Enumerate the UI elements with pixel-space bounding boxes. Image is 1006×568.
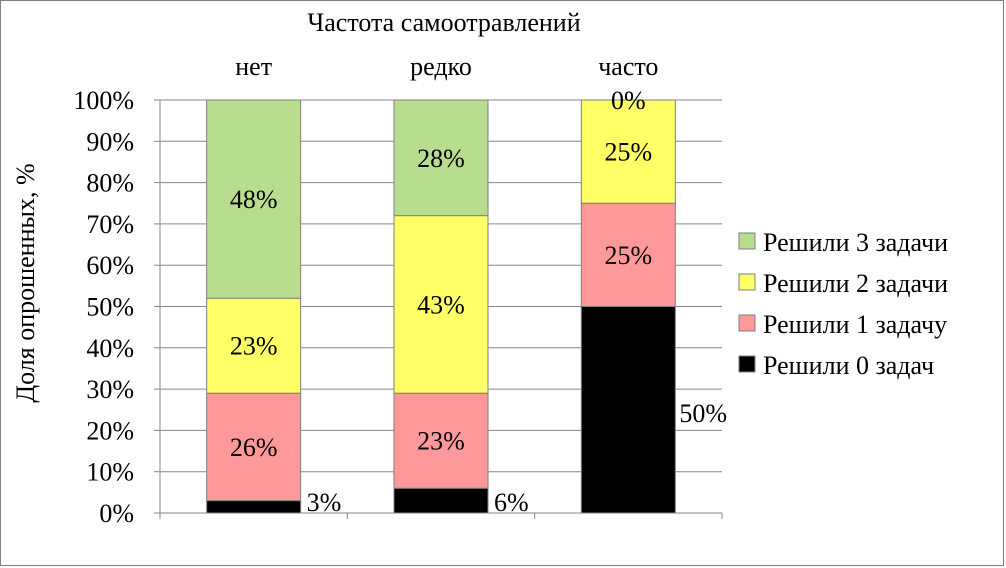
- y-tick-label: 70%: [86, 210, 134, 239]
- bar-нет-решили-0-задач: [206, 500, 302, 514]
- data-label: 0%: [611, 86, 646, 115]
- y-axis-label: Доля опрошенных, %: [11, 163, 40, 402]
- y-tick-labels: 0% 10% 20% 30% 40% 50% 60% 70% 80% 90% 100%: [73, 86, 134, 528]
- bar-редко-решили-3-задачи: [393, 99, 489, 217]
- category-labels: нет редко часто: [235, 52, 658, 81]
- data-label: 48%: [230, 185, 278, 214]
- data-label: 23%: [230, 332, 278, 361]
- bar-нет-решили-2-задачи: [206, 297, 302, 394]
- y-tick-label: 0%: [99, 499, 134, 528]
- category-label: нет: [235, 52, 272, 81]
- data-label: 23%: [417, 427, 465, 456]
- bar-часто-решили-2-задачи: [580, 99, 676, 204]
- y-tick-label: 100%: [73, 86, 134, 115]
- bar-часто-решили-1-задачу: [580, 202, 676, 307]
- legend-swatch: [738, 273, 756, 291]
- y-tick-label: 20%: [86, 416, 134, 445]
- y-tick-label: 10%: [86, 458, 134, 487]
- bars: [206, 99, 676, 514]
- bar-редко-решили-0-задач: [393, 487, 489, 514]
- bar-нет-решили-3-задачи: [206, 99, 302, 299]
- data-labels: 3% 26% 23% 48% 6% 23% 43% 28% 50% 25% 25% 0%: [230, 86, 727, 517]
- bar-часто-решили-0-задач: [580, 306, 676, 514]
- data-label: 25%: [604, 241, 652, 270]
- data-label: 26%: [230, 433, 278, 462]
- y-tick-label: 30%: [86, 375, 134, 404]
- data-label: 6%: [494, 488, 529, 517]
- legend-swatch: [738, 355, 756, 373]
- y-tick-label: 80%: [86, 169, 134, 198]
- legend-label: Решили 0 задач: [763, 351, 934, 380]
- y-tick-label: 40%: [86, 334, 134, 363]
- y-tick-label: 50%: [86, 293, 134, 322]
- legend-label: Решили 2 задачи: [763, 269, 948, 298]
- legend-swatch: [738, 232, 756, 250]
- data-label: 25%: [604, 138, 652, 167]
- legend-label: Решили 1 задачу: [763, 310, 947, 339]
- data-label: 3%: [307, 488, 342, 517]
- category-label: редко: [410, 52, 472, 81]
- y-tick-label: 90%: [86, 127, 134, 156]
- y-tick-label: 60%: [86, 251, 134, 280]
- data-label: 43%: [417, 290, 465, 319]
- bar-нет-решили-1-задачу: [206, 392, 302, 502]
- legend-label: Решили 3 задачи: [763, 228, 948, 257]
- bar-редко-решили-1-задачу: [393, 392, 489, 489]
- chart-title: Частота самоотравлений: [307, 8, 580, 37]
- data-label: 50%: [679, 399, 727, 428]
- axes: [154, 99, 723, 519]
- bar-редко-решили-2-задачи: [393, 215, 489, 394]
- legend: Решили 3 задачи Решили 2 задачи Решили 1 з…: [738, 228, 948, 380]
- category-label: часто: [598, 52, 658, 81]
- data-label: 28%: [417, 144, 465, 173]
- legend-swatch: [738, 314, 756, 332]
